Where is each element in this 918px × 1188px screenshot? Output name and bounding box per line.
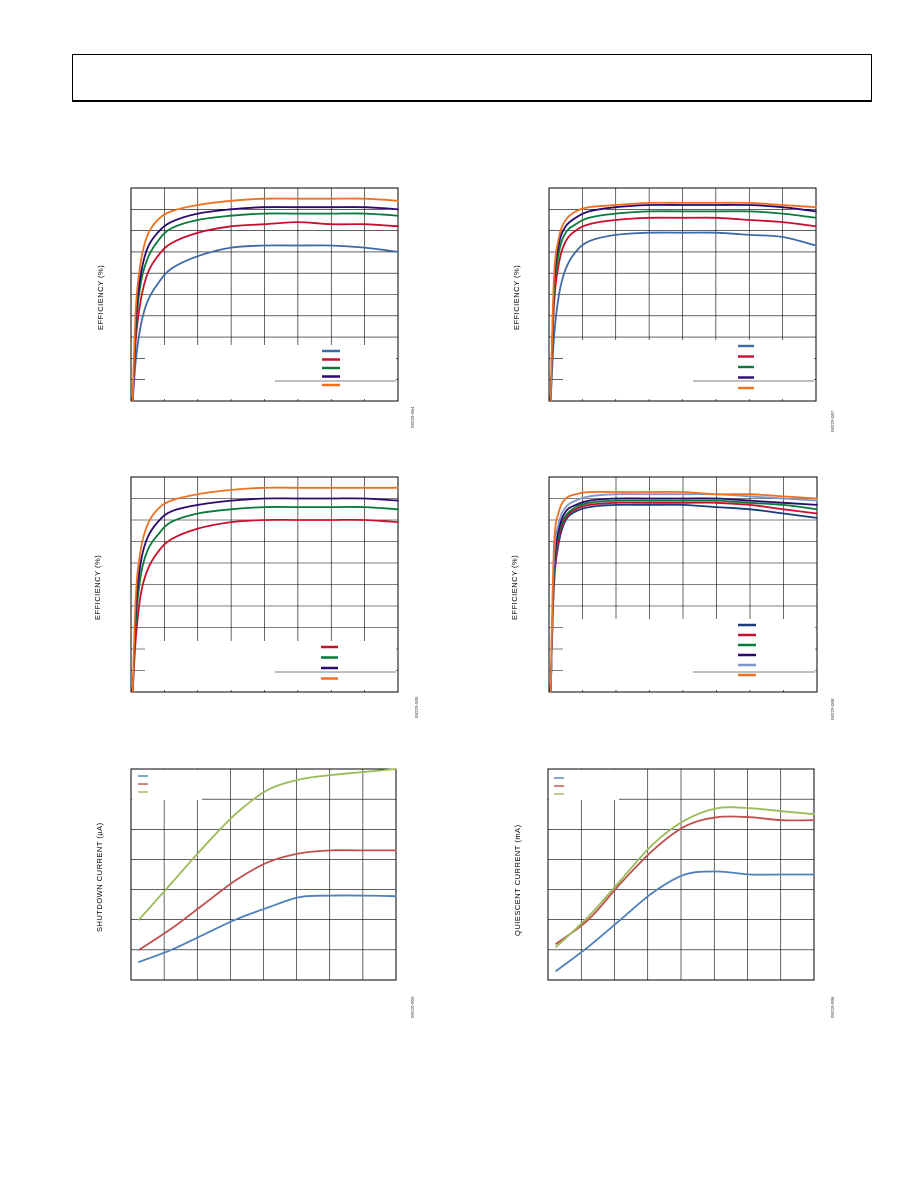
series-line-1 <box>131 518 399 693</box>
series-line-3 <box>131 497 399 693</box>
legend-box <box>145 641 396 690</box>
series-line-3 <box>549 499 818 693</box>
series-line-1 <box>131 244 399 402</box>
series-line-5 <box>549 201 817 402</box>
series-line-2 <box>131 506 399 693</box>
series-line-5 <box>549 493 818 693</box>
series-line-1 <box>549 231 817 402</box>
series-line-4 <box>131 486 399 693</box>
page-header-box <box>72 54 872 102</box>
series-line-4 <box>131 206 399 402</box>
legend-box <box>132 770 202 800</box>
series-line-2 <box>555 815 815 945</box>
series-line-2 <box>131 221 399 402</box>
series-line-3 <box>549 210 817 402</box>
series-line-3 <box>555 806 815 948</box>
series-line-4 <box>549 203 817 402</box>
series-line-5 <box>131 197 399 402</box>
legend-box <box>549 770 619 800</box>
legend-box <box>145 345 396 399</box>
series-line-2 <box>549 216 817 402</box>
series-line-1 <box>555 870 815 972</box>
series-line-3 <box>138 768 397 921</box>
series-line-3 <box>131 212 399 402</box>
series-line-2 <box>138 849 397 951</box>
series-line-1 <box>138 894 397 963</box>
figure-id: 09229-006 <box>830 996 835 1018</box>
series-line-4 <box>549 497 818 693</box>
legend-box <box>563 340 814 399</box>
y-axis-label: QUIESCENT CURRENT (mA) <box>513 824 522 936</box>
series-line-6 <box>549 490 818 693</box>
legend-box <box>563 619 815 690</box>
